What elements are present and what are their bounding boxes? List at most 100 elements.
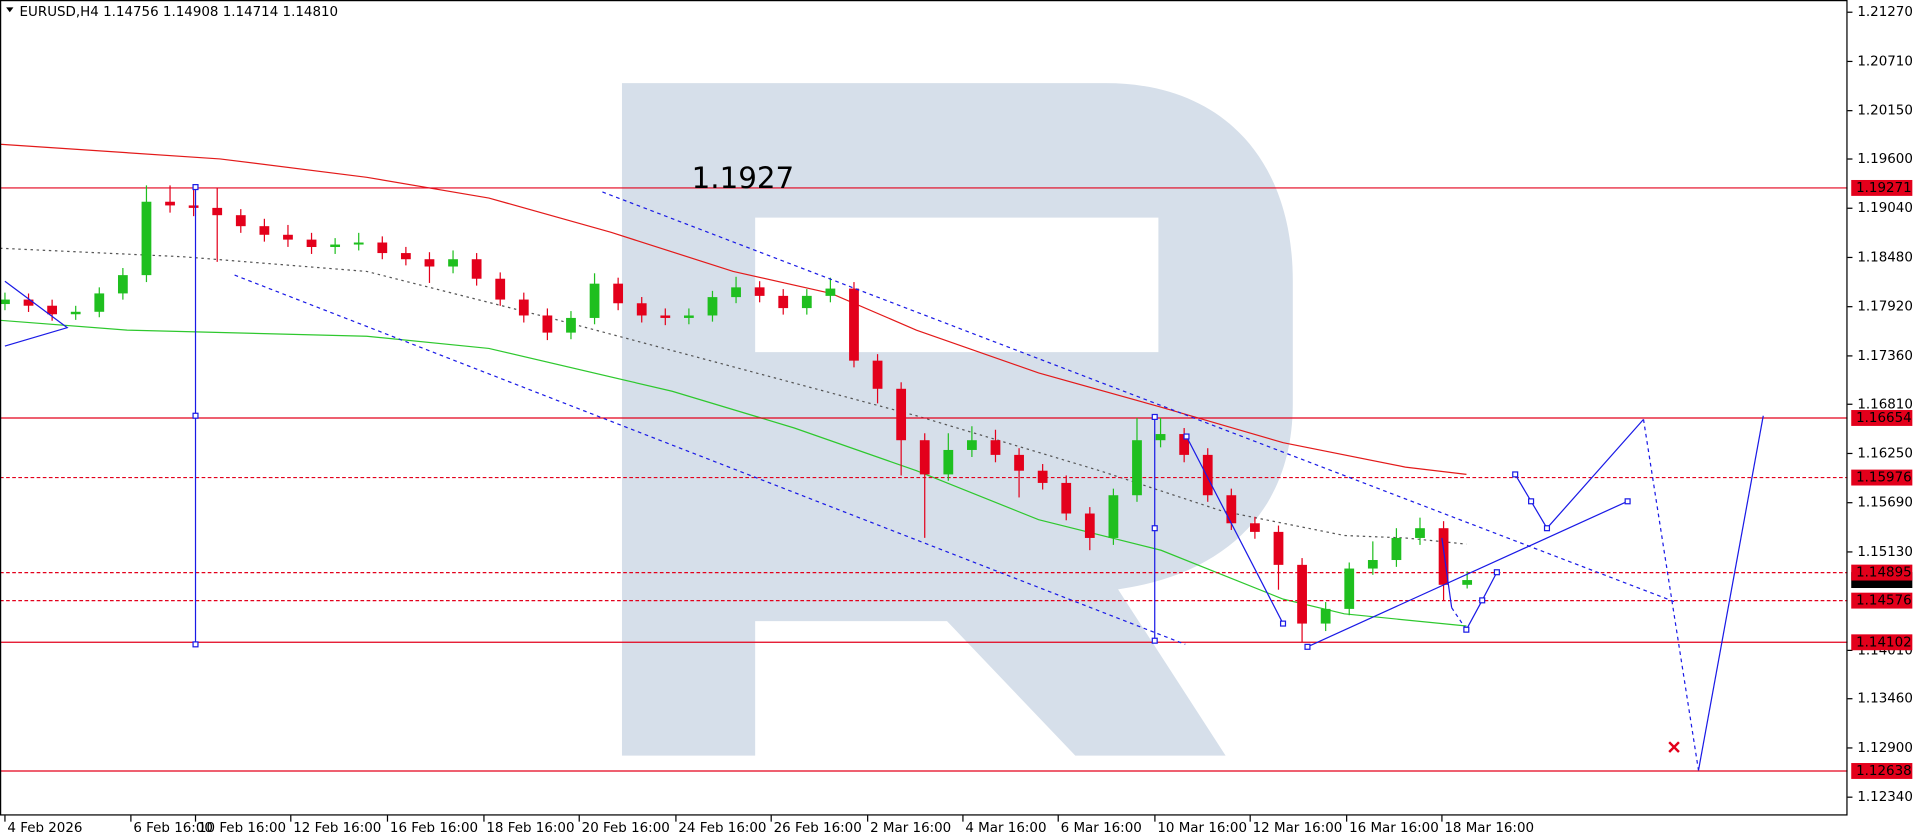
y-tick-label: 1.21270 bbox=[1857, 5, 1913, 20]
annotation: 1.1927 bbox=[692, 161, 795, 195]
x-tick-label: 16 Feb 16:00 bbox=[390, 821, 478, 836]
candle-body bbox=[1061, 482, 1072, 514]
candle-body bbox=[1273, 531, 1284, 565]
candle-body bbox=[1226, 495, 1237, 524]
handle bbox=[1151, 637, 1158, 644]
candle-body bbox=[1037, 470, 1048, 483]
candle-body bbox=[731, 287, 741, 298]
candle-body bbox=[825, 288, 836, 296]
candle-body bbox=[613, 283, 624, 304]
handle bbox=[1479, 597, 1486, 604]
candle-body bbox=[117, 275, 128, 294]
forecast bbox=[1514, 418, 1644, 530]
x-tick-label: 4 Mar 16:00 bbox=[965, 821, 1046, 836]
candle-body bbox=[1415, 528, 1425, 538]
candle-body bbox=[306, 239, 317, 248]
level-label: 1.14576 bbox=[1856, 594, 1912, 609]
handle bbox=[1493, 569, 1500, 576]
forecast bbox=[1697, 415, 1764, 771]
level-box bbox=[1851, 469, 1913, 486]
candle-body bbox=[896, 388, 907, 441]
candle-body bbox=[1438, 528, 1449, 585]
indicator-line bbox=[0, 247, 1467, 545]
handle bbox=[192, 641, 199, 648]
level-box bbox=[1851, 564, 1913, 581]
forecast bbox=[1642, 419, 1700, 771]
level-label: 1.15976 bbox=[1856, 471, 1912, 486]
candle-body bbox=[448, 259, 458, 267]
candle-body bbox=[400, 253, 411, 260]
handle bbox=[1512, 471, 1519, 478]
candle-body bbox=[377, 242, 388, 254]
x-tick-label: 4 Feb 2026 bbox=[7, 821, 82, 836]
level-label: 1.12638 bbox=[1856, 764, 1912, 779]
wave bbox=[1307, 500, 1628, 648]
level-box bbox=[1851, 179, 1913, 196]
candle-body bbox=[943, 449, 954, 475]
candle-body bbox=[660, 315, 671, 318]
handle bbox=[1183, 433, 1190, 440]
handle bbox=[1151, 413, 1158, 420]
level-box bbox=[1851, 763, 1913, 779]
y-tick-label: 1.18480 bbox=[1857, 250, 1913, 265]
candle-body bbox=[990, 440, 1001, 455]
candle-body bbox=[1250, 523, 1260, 532]
candle-body bbox=[353, 242, 364, 245]
candle-body bbox=[967, 440, 977, 450]
marks bbox=[0, 143, 1848, 772]
level-label: 1.16654 bbox=[1856, 411, 1912, 426]
y-tick-label: 1.17920 bbox=[1857, 300, 1913, 315]
candle-body bbox=[23, 299, 34, 306]
y-tick-label: 1.15130 bbox=[1857, 545, 1913, 560]
candle-body bbox=[0, 299, 10, 305]
candle-body bbox=[1344, 568, 1355, 609]
x-tick-label: 24 Feb 16:00 bbox=[678, 821, 766, 836]
plot-frame bbox=[0, 0, 1848, 816]
level-label: 1.14895 bbox=[1856, 566, 1912, 581]
candle-body bbox=[471, 259, 482, 279]
x-tick-label: 12 Feb 16:00 bbox=[293, 821, 381, 836]
menu-arrow bbox=[6, 7, 14, 13]
wave bbox=[1185, 436, 1284, 624]
handle bbox=[1543, 525, 1551, 532]
x-tick-label: 2 Mar 16:00 bbox=[870, 821, 951, 836]
triangle bbox=[4, 280, 69, 347]
y-tick-label: 1.15690 bbox=[1857, 496, 1913, 511]
candle-body bbox=[47, 305, 58, 315]
x-tick-label: 16 Mar 16:00 bbox=[1349, 821, 1439, 836]
level-box bbox=[1851, 592, 1913, 609]
candle-body bbox=[424, 259, 435, 267]
candle-body bbox=[1391, 537, 1402, 561]
candle-body bbox=[1462, 580, 1473, 585]
y-tick-label: 1.19040 bbox=[1857, 201, 1913, 216]
candle-body bbox=[801, 295, 812, 309]
handle bbox=[1463, 626, 1470, 633]
candle-body bbox=[1202, 454, 1213, 496]
candle-body bbox=[1132, 440, 1142, 496]
y-tick-label: 1.19600 bbox=[1857, 152, 1913, 167]
candle-body bbox=[188, 205, 199, 208]
handle bbox=[1304, 643, 1311, 650]
y-tick-label: 1.20150 bbox=[1857, 104, 1913, 119]
candle-body bbox=[1014, 454, 1024, 471]
candle-body bbox=[589, 283, 600, 318]
handle bbox=[1279, 620, 1287, 627]
candle-body bbox=[1108, 495, 1119, 538]
y-tick-label: 1.12340 bbox=[1857, 790, 1913, 805]
handle bbox=[1624, 498, 1631, 505]
channel-lower bbox=[234, 274, 1186, 645]
candle-body bbox=[212, 207, 223, 216]
x-tick-label: 18 Mar 16:00 bbox=[1444, 821, 1534, 836]
candle-body bbox=[165, 201, 175, 206]
handle bbox=[192, 184, 199, 191]
chart-title: EURUSD,H4 1.14756 1.14908 1.14714 1.1481… bbox=[20, 5, 339, 20]
candle-body bbox=[141, 201, 152, 276]
candle-body bbox=[919, 440, 930, 475]
channel-upper bbox=[602, 191, 1675, 603]
candle-body bbox=[849, 288, 859, 361]
x-tick-label: 18 Feb 16:00 bbox=[486, 821, 574, 836]
wave bbox=[1451, 607, 1467, 631]
candle-body bbox=[778, 295, 789, 309]
candle-body bbox=[754, 287, 765, 296]
